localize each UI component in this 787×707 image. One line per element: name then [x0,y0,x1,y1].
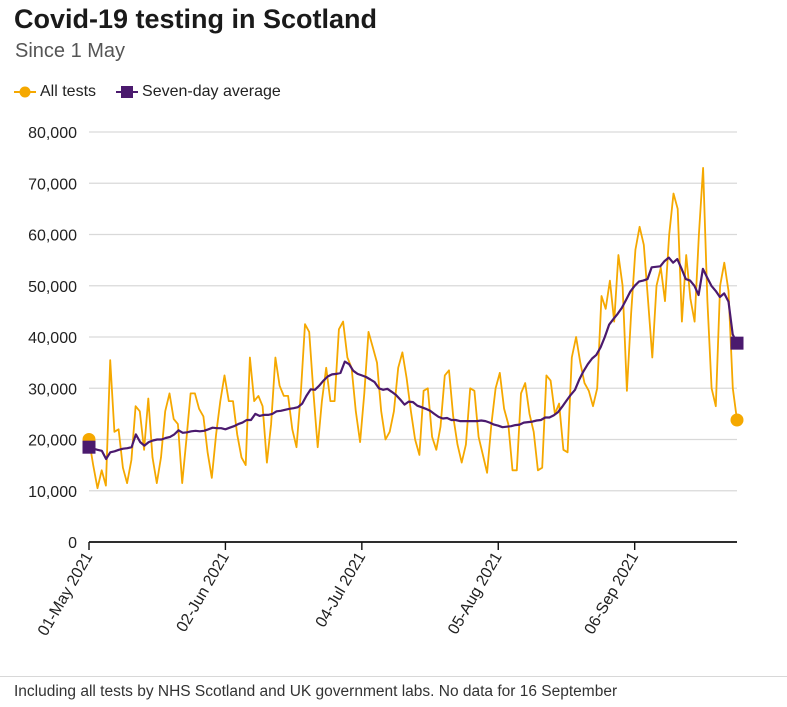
all-tests-end-marker [730,413,744,427]
footer-note: Including all tests by NHS Scotland and … [14,683,618,700]
legend-item-seven-day-average: Seven-day average [116,83,281,101]
y-tick-label: 40,000 [28,330,77,347]
line-chart: 0 10,000 20,000 30,000 40,000 50,000 60,000 70,… [28,125,744,639]
y-tick-label: 30,000 [28,381,77,398]
legend-label-seven-day-average: Seven-day average [142,83,281,100]
seven-day-average-start-marker [82,440,96,454]
y-tick-label: 10,000 [28,484,77,501]
legend: All tests Seven-day average [14,83,301,101]
x-tick-label: 02-Jun 2021 [174,549,233,635]
chart-title: Covid-19 testing in Scotland [14,4,378,34]
legend-label-all-tests: All tests [40,83,97,100]
y-tick-label: 60,000 [28,228,77,245]
y-tick-label: 50,000 [28,279,77,296]
series-lines [88,167,738,490]
y-tick-label: 70,000 [28,176,77,193]
y-tick-label: 80,000 [28,125,77,142]
legend-item-all-tests: All tests [14,83,96,101]
y-tick-label: 20,000 [28,433,77,450]
seven-day-average-end-marker [730,336,744,350]
y-tick-label: 0 [68,535,77,552]
x-tick-label: 04-Jul 2021 [313,549,370,630]
square-marker-icon [116,86,139,98]
chart-subtitle: Since 1 May [15,40,126,62]
footer-divider [0,676,787,677]
x-tick-label: 05-Aug 2021 [445,549,506,637]
y-axis-ticks: 0 10,000 20,000 30,000 40,000 50,000 60,000 70,… [28,125,77,552]
x-tick-label: 06-Sep 2021 [582,549,643,637]
x-tick-label: 01-May 2021 [35,549,96,638]
x-axis-ticks: 01-May 2021 02-Jun 2021 04-Jul 2021 05-Aug … [35,542,642,639]
end-markers [82,336,744,454]
circle-marker-icon [14,86,36,98]
series-line-all-tests [88,167,738,490]
series-line-seven-day-average [88,256,738,461]
grid-lines [89,131,737,492]
